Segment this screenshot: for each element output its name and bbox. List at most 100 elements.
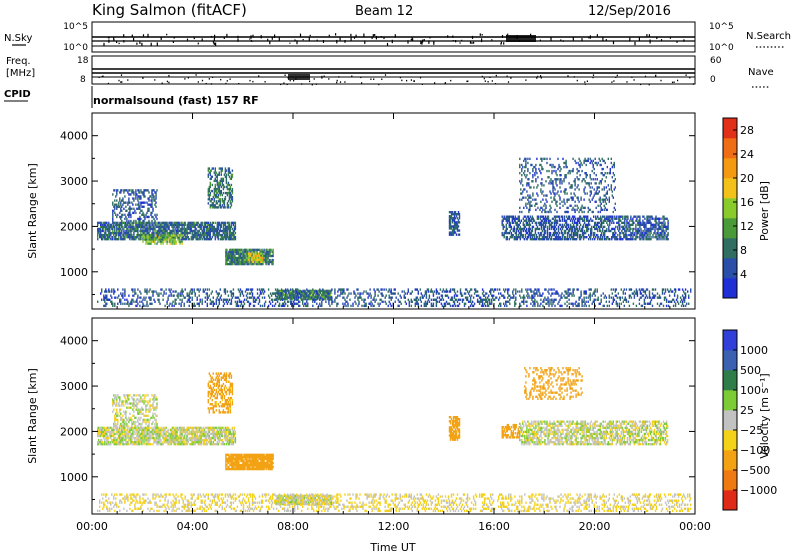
heatmap-cell [198,223,200,227]
heatmap-cell [144,298,146,301]
noise-left-top: 10^5 [63,22,88,32]
heatmap-cell [222,191,225,195]
heatmap-cell [210,292,213,295]
heatmap-cell [555,180,557,183]
heatmap-cell [555,221,558,225]
heatmap-cell [200,236,202,239]
heatmap-cell [554,217,557,220]
heatmap-cell [526,231,529,235]
heatmap-cell [588,219,590,222]
heatmap-cell [151,199,153,202]
heatmap-cell [155,201,157,204]
heatmap-cell [176,229,178,233]
heatmap-cell [535,208,537,212]
heatmap-cell [236,302,239,305]
heatmap-cell [594,200,596,203]
heatmap-cell [553,198,555,201]
heatmap-cell [168,227,170,231]
heatmap-cell [194,292,196,295]
heatmap-cell [387,290,389,293]
heatmap-cell [180,240,182,243]
heatmap-cell [189,296,191,299]
heatmap-cell [194,294,196,297]
heatmap-cell [600,225,602,229]
heatmap-cell [131,225,133,229]
heatmap-cell [123,189,125,192]
heatmap-cell [231,262,233,266]
heatmap-cell [572,215,575,218]
heatmap-cell [170,229,172,233]
heatmap-cell [230,254,232,258]
heatmap-cell [162,231,164,235]
heatmap-cell [143,195,145,198]
heatmap-cell [283,302,285,305]
heatmap-cell [104,298,106,301]
heatmap-cell [135,191,137,194]
heatmap-cell [283,297,285,301]
heatmap-cell [272,252,274,256]
heatmap-cell [454,211,457,214]
heatmap-cell [166,229,168,233]
heatmap-cell [208,171,211,174]
heatmap-cell [553,223,556,227]
heatmap-cell [253,300,256,303]
heatmap-cell [164,236,166,239]
heatmap-cell [129,207,131,210]
heatmap-cell [312,291,315,295]
heatmap-cell [522,223,525,227]
heatmap-cell [231,227,234,231]
heatmap-cell [535,167,537,171]
heatmap-cell [148,225,150,229]
heatmap-cell [563,161,565,165]
noise-spike [455,40,457,43]
heatmap-cell [124,236,126,239]
heatmap-cell [593,231,595,235]
heatmap-cell [528,200,530,203]
heatmap-cell [559,186,561,189]
heatmap-cell [581,233,584,237]
heatmap-cell [172,290,174,293]
heatmap-cell [511,219,514,222]
heatmap-cell [603,186,605,189]
heatmap-cell [193,304,195,308]
heatmap-cell [513,236,516,239]
heatmap-cell [187,225,189,229]
heatmap-cell [622,221,624,225]
heatmap-cell [588,198,590,201]
heatmap-cell [128,229,130,233]
freq-dot [481,75,483,78]
heatmap-cell [126,298,128,301]
heatmap-cell [531,225,534,229]
heatmap-cell [612,163,615,167]
noise-spike [530,33,532,36]
heatmap-cell [291,304,293,308]
heatmap-cell [456,227,459,230]
heatmap-cell [145,229,147,233]
heatmap-cell [374,300,376,303]
heatmap-cell [651,223,653,227]
heatmap-cell [552,217,555,220]
heatmap-cell [104,223,106,227]
heatmap-cell [457,225,460,228]
heatmap-cell [380,298,382,301]
heatmap-cell [415,302,418,305]
heatmap-cell [601,223,603,227]
heatmap-cell [539,217,542,220]
heatmap-cell [141,221,143,225]
heatmap-cell [147,242,149,245]
heatmap-cell [227,294,230,297]
heatmap-cell [532,167,534,171]
heatmap-cell [221,181,224,185]
heatmap-cell [611,238,613,241]
heatmap-cell [591,198,593,201]
heatmap-cell [574,204,576,207]
heatmap-cell [161,229,163,233]
heatmap-cell [250,260,252,264]
heatmap-cell [504,229,507,233]
heatmap-cell [527,157,529,161]
heatmap-cell [522,196,524,199]
heatmap-cell [631,231,633,235]
heatmap-cell [522,165,524,169]
heatmap-cell [224,167,227,170]
heatmap-cell [255,298,258,301]
